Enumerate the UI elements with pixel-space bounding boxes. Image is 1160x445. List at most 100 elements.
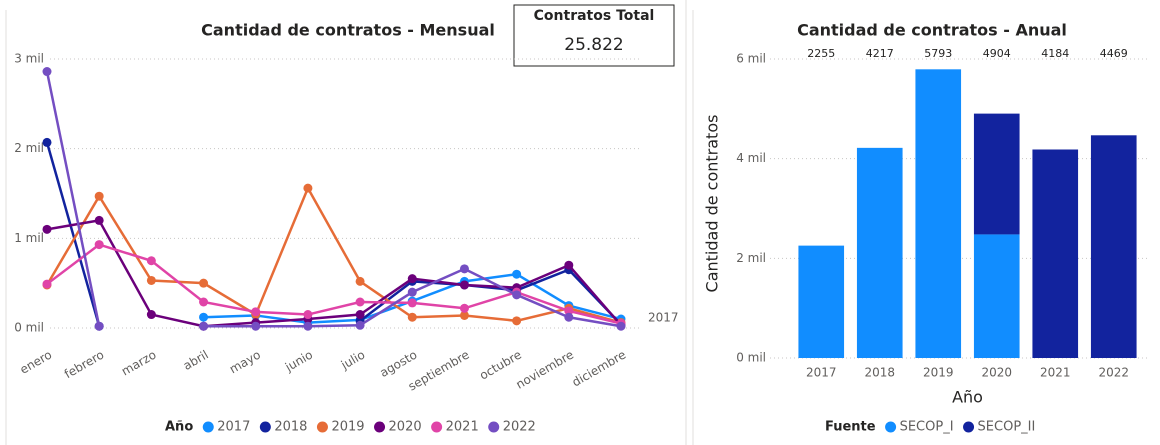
data-point: [407, 274, 417, 284]
legend-label: 2020: [389, 420, 422, 435]
legend-label: 2018: [274, 420, 307, 435]
legend-swatch: [885, 421, 897, 433]
bar-segment: [1032, 149, 1079, 358]
data-point: [564, 260, 574, 270]
data-point: [512, 316, 522, 326]
bar-segment: [973, 113, 1020, 235]
x-tick-label: 2021: [1040, 366, 1071, 380]
x-tick-label: abril: [181, 348, 211, 373]
x-tick-label: 2017: [806, 366, 837, 380]
x-tick-label: mayo: [227, 348, 263, 377]
y-tick-label: 0 mil: [736, 351, 766, 365]
data-point: [355, 276, 365, 286]
data-point: [199, 312, 209, 322]
data-point: [251, 321, 261, 331]
x-tick-label: 2020: [981, 366, 1012, 380]
x-tick-label: marzo: [119, 348, 159, 379]
x-tick-label: julio: [338, 348, 367, 373]
bar-segment: [915, 69, 962, 359]
data-point: [199, 278, 209, 288]
bar-segment: [856, 147, 903, 358]
chart-title: Cantidad de contratos - Mensual: [201, 21, 495, 40]
y-tick-label: 3 mil: [14, 52, 44, 66]
legend-swatch: [963, 421, 975, 433]
chart-title: Cantidad de contratos - Anual: [797, 21, 1067, 40]
legend-label: SECOP_II: [978, 420, 1036, 435]
data-point: [459, 280, 469, 290]
data-point: [146, 275, 156, 285]
data-point: [355, 310, 365, 320]
data-point: [616, 321, 626, 331]
data-point: [303, 310, 313, 320]
data-point: [512, 269, 522, 279]
legend-swatch: [316, 421, 328, 433]
y-tick-label: 4 mil: [736, 151, 766, 165]
data-point: [146, 310, 156, 320]
total-label: 4469: [1100, 47, 1128, 60]
legend-label: 2017: [217, 420, 250, 435]
series-line: [45, 185, 622, 324]
bar-segment: [1090, 135, 1137, 358]
data-point: [94, 215, 104, 225]
data-point: [407, 312, 417, 322]
data-point: [94, 240, 104, 250]
bar-segment: [798, 245, 845, 358]
legend-label: SECOP_I: [900, 420, 954, 435]
data-point: [512, 290, 522, 300]
data-point: [251, 307, 261, 317]
annotation: 2017: [648, 311, 679, 325]
x-tick-label: noviembre: [514, 348, 577, 392]
series-line: [359, 268, 622, 326]
total-label: 5793: [924, 47, 952, 60]
total-label: 2255: [807, 47, 835, 60]
card: [513, 4, 675, 67]
series-line: [45, 142, 101, 327]
data-point: [42, 279, 52, 289]
y-tick-label: 2 mil: [736, 251, 766, 265]
data-point: [42, 137, 52, 147]
legend-swatch: [488, 421, 500, 433]
x-tick-label: junio: [282, 348, 315, 375]
x-axis-label: Año: [952, 388, 983, 407]
data-point: [94, 191, 104, 201]
card-title: Contratos Total: [534, 8, 655, 24]
data-point: [564, 306, 574, 316]
legend-label: 2022: [503, 420, 536, 435]
data-point: [199, 297, 209, 307]
series-line: [46, 219, 622, 328]
data-point: [459, 303, 469, 313]
legend-swatch: [431, 421, 443, 433]
y-tick-label: 0 mil: [14, 321, 44, 335]
legend-label: 2019: [331, 420, 364, 435]
y-axis-label: Cantidad de contratos: [703, 115, 722, 293]
card-value: 25.822: [564, 35, 623, 55]
y-tick-label: 6 mil: [736, 52, 766, 66]
data-point: [303, 183, 313, 193]
data-point: [94, 321, 104, 331]
x-tick-label: febrero: [62, 348, 106, 382]
data-point: [407, 287, 417, 297]
data-point: [459, 310, 469, 320]
legend-label: 2021: [446, 420, 479, 435]
data-point: [407, 298, 417, 308]
data-point: [564, 312, 574, 322]
data-point: [42, 224, 52, 234]
total-label: 4184: [1041, 47, 1069, 60]
data-point: [355, 297, 365, 307]
y-tick-label: 1 mil: [14, 231, 44, 245]
data-point: [42, 67, 52, 77]
x-tick-label: agosto: [377, 348, 419, 380]
total-label: 4217: [866, 47, 894, 60]
series-line: [45, 71, 101, 327]
data-point: [459, 264, 469, 274]
x-tick-label: enero: [17, 348, 54, 377]
bar-segment: [973, 234, 1020, 358]
total-label: 4904: [983, 47, 1011, 60]
legend-swatch: [259, 421, 271, 433]
legend-title: Año: [165, 420, 193, 435]
series-line: [46, 243, 622, 325]
legend-title: Fuente: [825, 420, 876, 435]
data-point: [303, 321, 313, 331]
legend-swatch: [374, 421, 386, 433]
